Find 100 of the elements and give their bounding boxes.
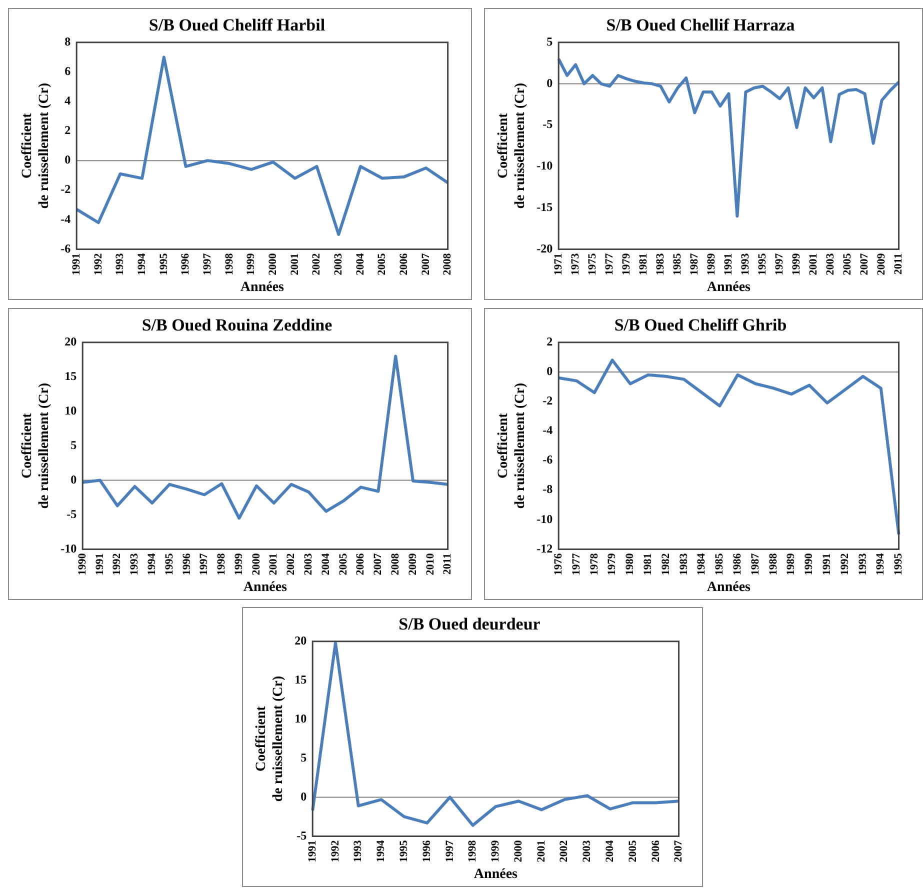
x-tick-label: 2003 bbox=[302, 552, 315, 576]
x-tick-label: 2006 bbox=[354, 552, 367, 576]
x-tick-label: 1980 bbox=[624, 552, 636, 576]
x-tick-label: 2001 bbox=[268, 553, 280, 576]
x-tick-label: 1993 bbox=[128, 552, 141, 576]
x-tick-label: 2003 bbox=[581, 840, 594, 862]
x-tick-label: 1988 bbox=[767, 552, 780, 576]
y-tick-label: -12 bbox=[536, 541, 553, 556]
y-tick-label: 4 bbox=[64, 94, 71, 108]
x-tick-label: 1981 bbox=[642, 553, 654, 576]
y-axis-title: Coefficient de ruissellement (Cr) bbox=[254, 675, 286, 802]
y-tick-label: 5 bbox=[300, 750, 307, 764]
y-tick-label: -6 bbox=[60, 241, 71, 256]
x-tick-label: 1997 bbox=[198, 552, 210, 576]
x-tick-label: 2002 bbox=[558, 840, 570, 862]
x-tick-label: 1991 bbox=[94, 553, 106, 576]
x-tick-label: 1971 bbox=[552, 253, 564, 276]
x-tick-label: 1994 bbox=[136, 252, 148, 276]
x-tick-label: 1995 bbox=[158, 252, 170, 276]
x-tick-label: 1996 bbox=[180, 252, 192, 276]
x-tick-label: 1991 bbox=[306, 840, 318, 862]
x-tick-label: 2005 bbox=[337, 552, 350, 576]
y-tick-label: -6 bbox=[542, 452, 553, 467]
x-axis-title: Années bbox=[706, 280, 752, 296]
x-tick-label: 1983 bbox=[678, 552, 690, 576]
y-tick-label: -4 bbox=[542, 423, 553, 438]
chart-title: S/B Oued deurdeur bbox=[398, 614, 541, 634]
y-tick-label: 0 bbox=[70, 472, 77, 486]
x-tick-label: 1998 bbox=[216, 552, 228, 576]
x-tick-label: 1985 bbox=[672, 252, 684, 276]
x-tick-label: 2003 bbox=[332, 252, 344, 276]
x-tick-label: 1990 bbox=[803, 552, 816, 576]
x-tick-label: 1982 bbox=[660, 552, 672, 576]
x-tick-label: 1978 bbox=[588, 552, 600, 576]
x-tick-label: 2007 bbox=[672, 840, 685, 862]
x-tick-label: 2000 bbox=[250, 552, 262, 576]
y-axis-title: Coefficient de ruissellement (Cr) bbox=[20, 382, 52, 509]
y-tick-label: -4 bbox=[60, 212, 71, 226]
y-tick-label: 0 bbox=[546, 76, 553, 90]
x-tick-label: 1977 bbox=[603, 252, 616, 276]
x-tick-label: 2000 bbox=[512, 840, 524, 862]
x-tick-label: 1995 bbox=[163, 552, 176, 576]
chart-title: S/B Oued Cheliff Ghrib bbox=[614, 316, 787, 335]
x-tick-label: 1989 bbox=[706, 252, 718, 276]
x-tick-label: 1992 bbox=[838, 552, 851, 576]
x-tick-label: 1999 bbox=[232, 552, 245, 576]
x-tick-label: 2004 bbox=[604, 840, 616, 862]
x-tick-label: 1992 bbox=[329, 840, 342, 862]
x-axis-title: Années bbox=[240, 280, 285, 296]
x-tick-label: 2002 bbox=[310, 252, 323, 276]
y-tick-label: -15 bbox=[536, 200, 553, 214]
x-axis-title: Années bbox=[474, 867, 518, 882]
x-tick-label: 1993 bbox=[740, 252, 752, 276]
x-tick-label: 1994 bbox=[146, 552, 158, 576]
x-tick-label: 1991 bbox=[821, 553, 834, 576]
y-tick-label: 5 bbox=[546, 34, 553, 48]
x-tick-label: 1997 bbox=[444, 840, 456, 862]
x-tick-label: 1997 bbox=[774, 252, 786, 276]
x-tick-label: 2009 bbox=[876, 252, 888, 276]
x-tick-label: 2004 bbox=[320, 552, 332, 576]
x-tick-label: 1986 bbox=[731, 552, 744, 576]
x-tick-label: 1999 bbox=[245, 252, 258, 276]
y-tick-label: 6 bbox=[64, 64, 71, 78]
y-tick-label: -10 bbox=[536, 512, 553, 526]
x-tick-label: 1993 bbox=[114, 252, 126, 276]
x-tick-label: 1975 bbox=[586, 252, 598, 276]
y-tick-label: 20 bbox=[294, 633, 307, 648]
y-tick-label: 8 bbox=[64, 34, 71, 48]
x-tick-label: 1990 bbox=[76, 552, 88, 576]
y-tick-label: -5 bbox=[542, 117, 553, 132]
x-tick-label: 1997 bbox=[201, 252, 214, 276]
y-axis-title: Coefficient de ruissellement (Cr) bbox=[496, 82, 528, 209]
x-tick-label: 2001 bbox=[808, 253, 820, 276]
x-tick-label: 1995 bbox=[756, 252, 769, 276]
x-tick-label: 2009 bbox=[406, 552, 419, 576]
x-tick-label: 1998 bbox=[223, 252, 236, 276]
x-tick-label: 1999 bbox=[790, 252, 803, 276]
x-tick-label: 2005 bbox=[376, 252, 388, 276]
y-tick-label: -5 bbox=[66, 506, 77, 521]
y-tick-label: 0 bbox=[64, 152, 71, 167]
x-tick-label: 1984 bbox=[696, 552, 708, 576]
x-tick-label: 2007 bbox=[420, 252, 432, 276]
y-tick-label: 2 bbox=[546, 334, 553, 348]
y-tick-label: 0 bbox=[546, 364, 553, 378]
x-tick-label: 1979 bbox=[620, 252, 632, 276]
x-tick-label: 1992 bbox=[111, 552, 124, 576]
y-tick-label: -10 bbox=[536, 158, 553, 173]
x-tick-label: 1994 bbox=[874, 552, 887, 576]
x-tick-label: 1994 bbox=[375, 840, 388, 862]
y-tick-label: -2 bbox=[60, 182, 71, 196]
x-tick-label: 1987 bbox=[688, 252, 701, 276]
x-tick-label: 1995 bbox=[398, 840, 410, 862]
y-tick-label: 0 bbox=[300, 789, 307, 804]
x-tick-label: 1991 bbox=[722, 253, 735, 276]
x-tick-label: 1993 bbox=[856, 552, 869, 576]
x-tick-label: 1976 bbox=[552, 552, 564, 576]
y-tick-label: -2 bbox=[542, 394, 553, 408]
x-axis-title: Années bbox=[706, 580, 752, 596]
y-tick-label: -5 bbox=[296, 828, 307, 842]
x-tick-label: 1983 bbox=[654, 252, 666, 276]
